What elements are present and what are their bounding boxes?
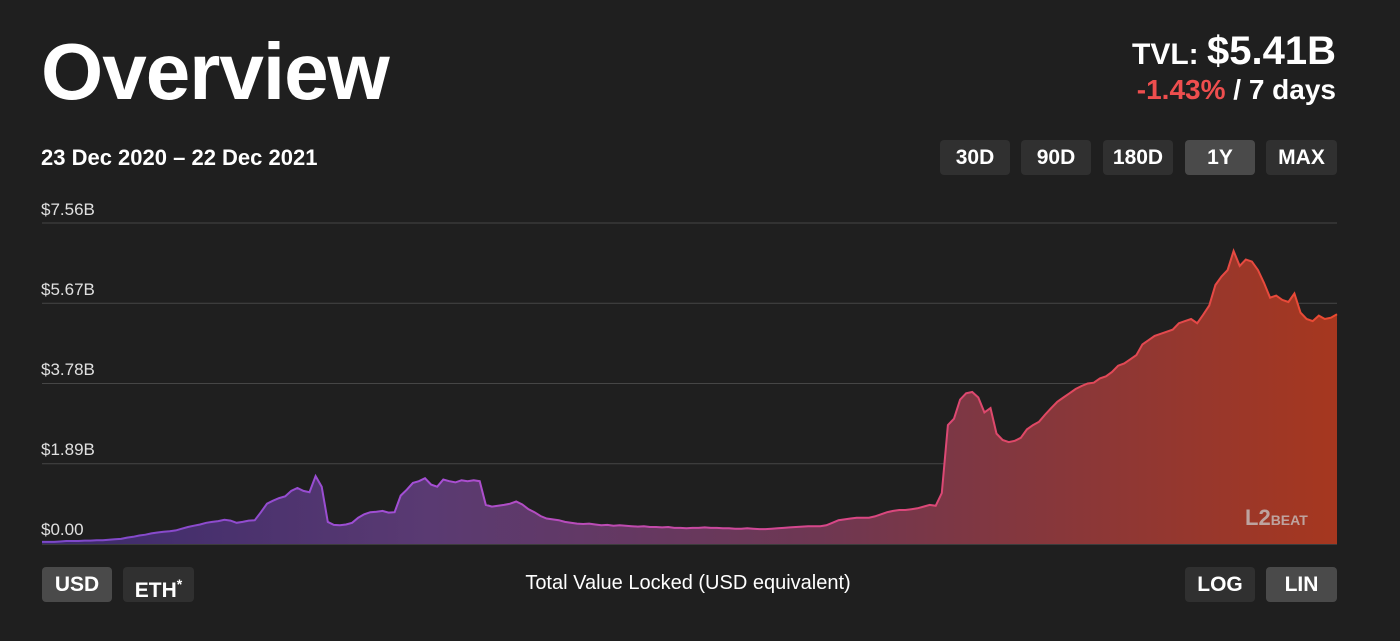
y-tick-label: $1.89B (41, 440, 95, 459)
logo-text-right: BEAT (1270, 512, 1308, 528)
range-button-1y[interactable]: 1Y (1185, 140, 1255, 175)
date-range: 23 Dec 2020 – 22 Dec 2021 (41, 145, 318, 170)
y-tick-label: $7.56B (41, 200, 95, 219)
tvl-line: TVL: $5.41B (1132, 29, 1336, 74)
eth-footnote-mark: * (176, 576, 183, 592)
tvl-area (42, 251, 1337, 544)
l2beat-logo: L2BEAT (1245, 505, 1308, 531)
range-button-max[interactable]: MAX (1266, 140, 1337, 175)
y-tick-label: $3.78B (41, 360, 95, 379)
currency-usd-button[interactable]: USD (42, 567, 112, 602)
tvl-line (42, 248, 1338, 543)
range-button-30d[interactable]: 30D (940, 140, 1010, 175)
chart-caption: Total Value Locked (USD equivalent) (525, 572, 851, 594)
range-button-90d[interactable]: 90D (1021, 140, 1091, 175)
tvl-label: TVL: (1132, 38, 1199, 71)
eth-label: ETH (134, 579, 177, 602)
tvl-summary: TVL: $5.41B -1.43% / 7 days (1132, 29, 1336, 106)
y-tick-label: $5.67B (41, 280, 95, 299)
currency-eth-button[interactable]: ETH* (123, 567, 194, 602)
tvl-change-period: / 7 days (1233, 74, 1336, 105)
tvl-change-line: -1.43% / 7 days (1132, 74, 1336, 106)
page-title: Overview (41, 27, 390, 116)
scale-lin-button[interactable]: LIN (1266, 567, 1337, 602)
tvl-change-percent: -1.43% (1136, 74, 1226, 105)
logo-text-left: L2 (1245, 505, 1271, 530)
y-tick-label: $0.00 (41, 520, 84, 539)
tvl-value: $5.41B (1207, 29, 1336, 73)
range-button-180d[interactable]: 180D (1103, 140, 1173, 175)
scale-log-button[interactable]: LOG (1185, 567, 1255, 602)
